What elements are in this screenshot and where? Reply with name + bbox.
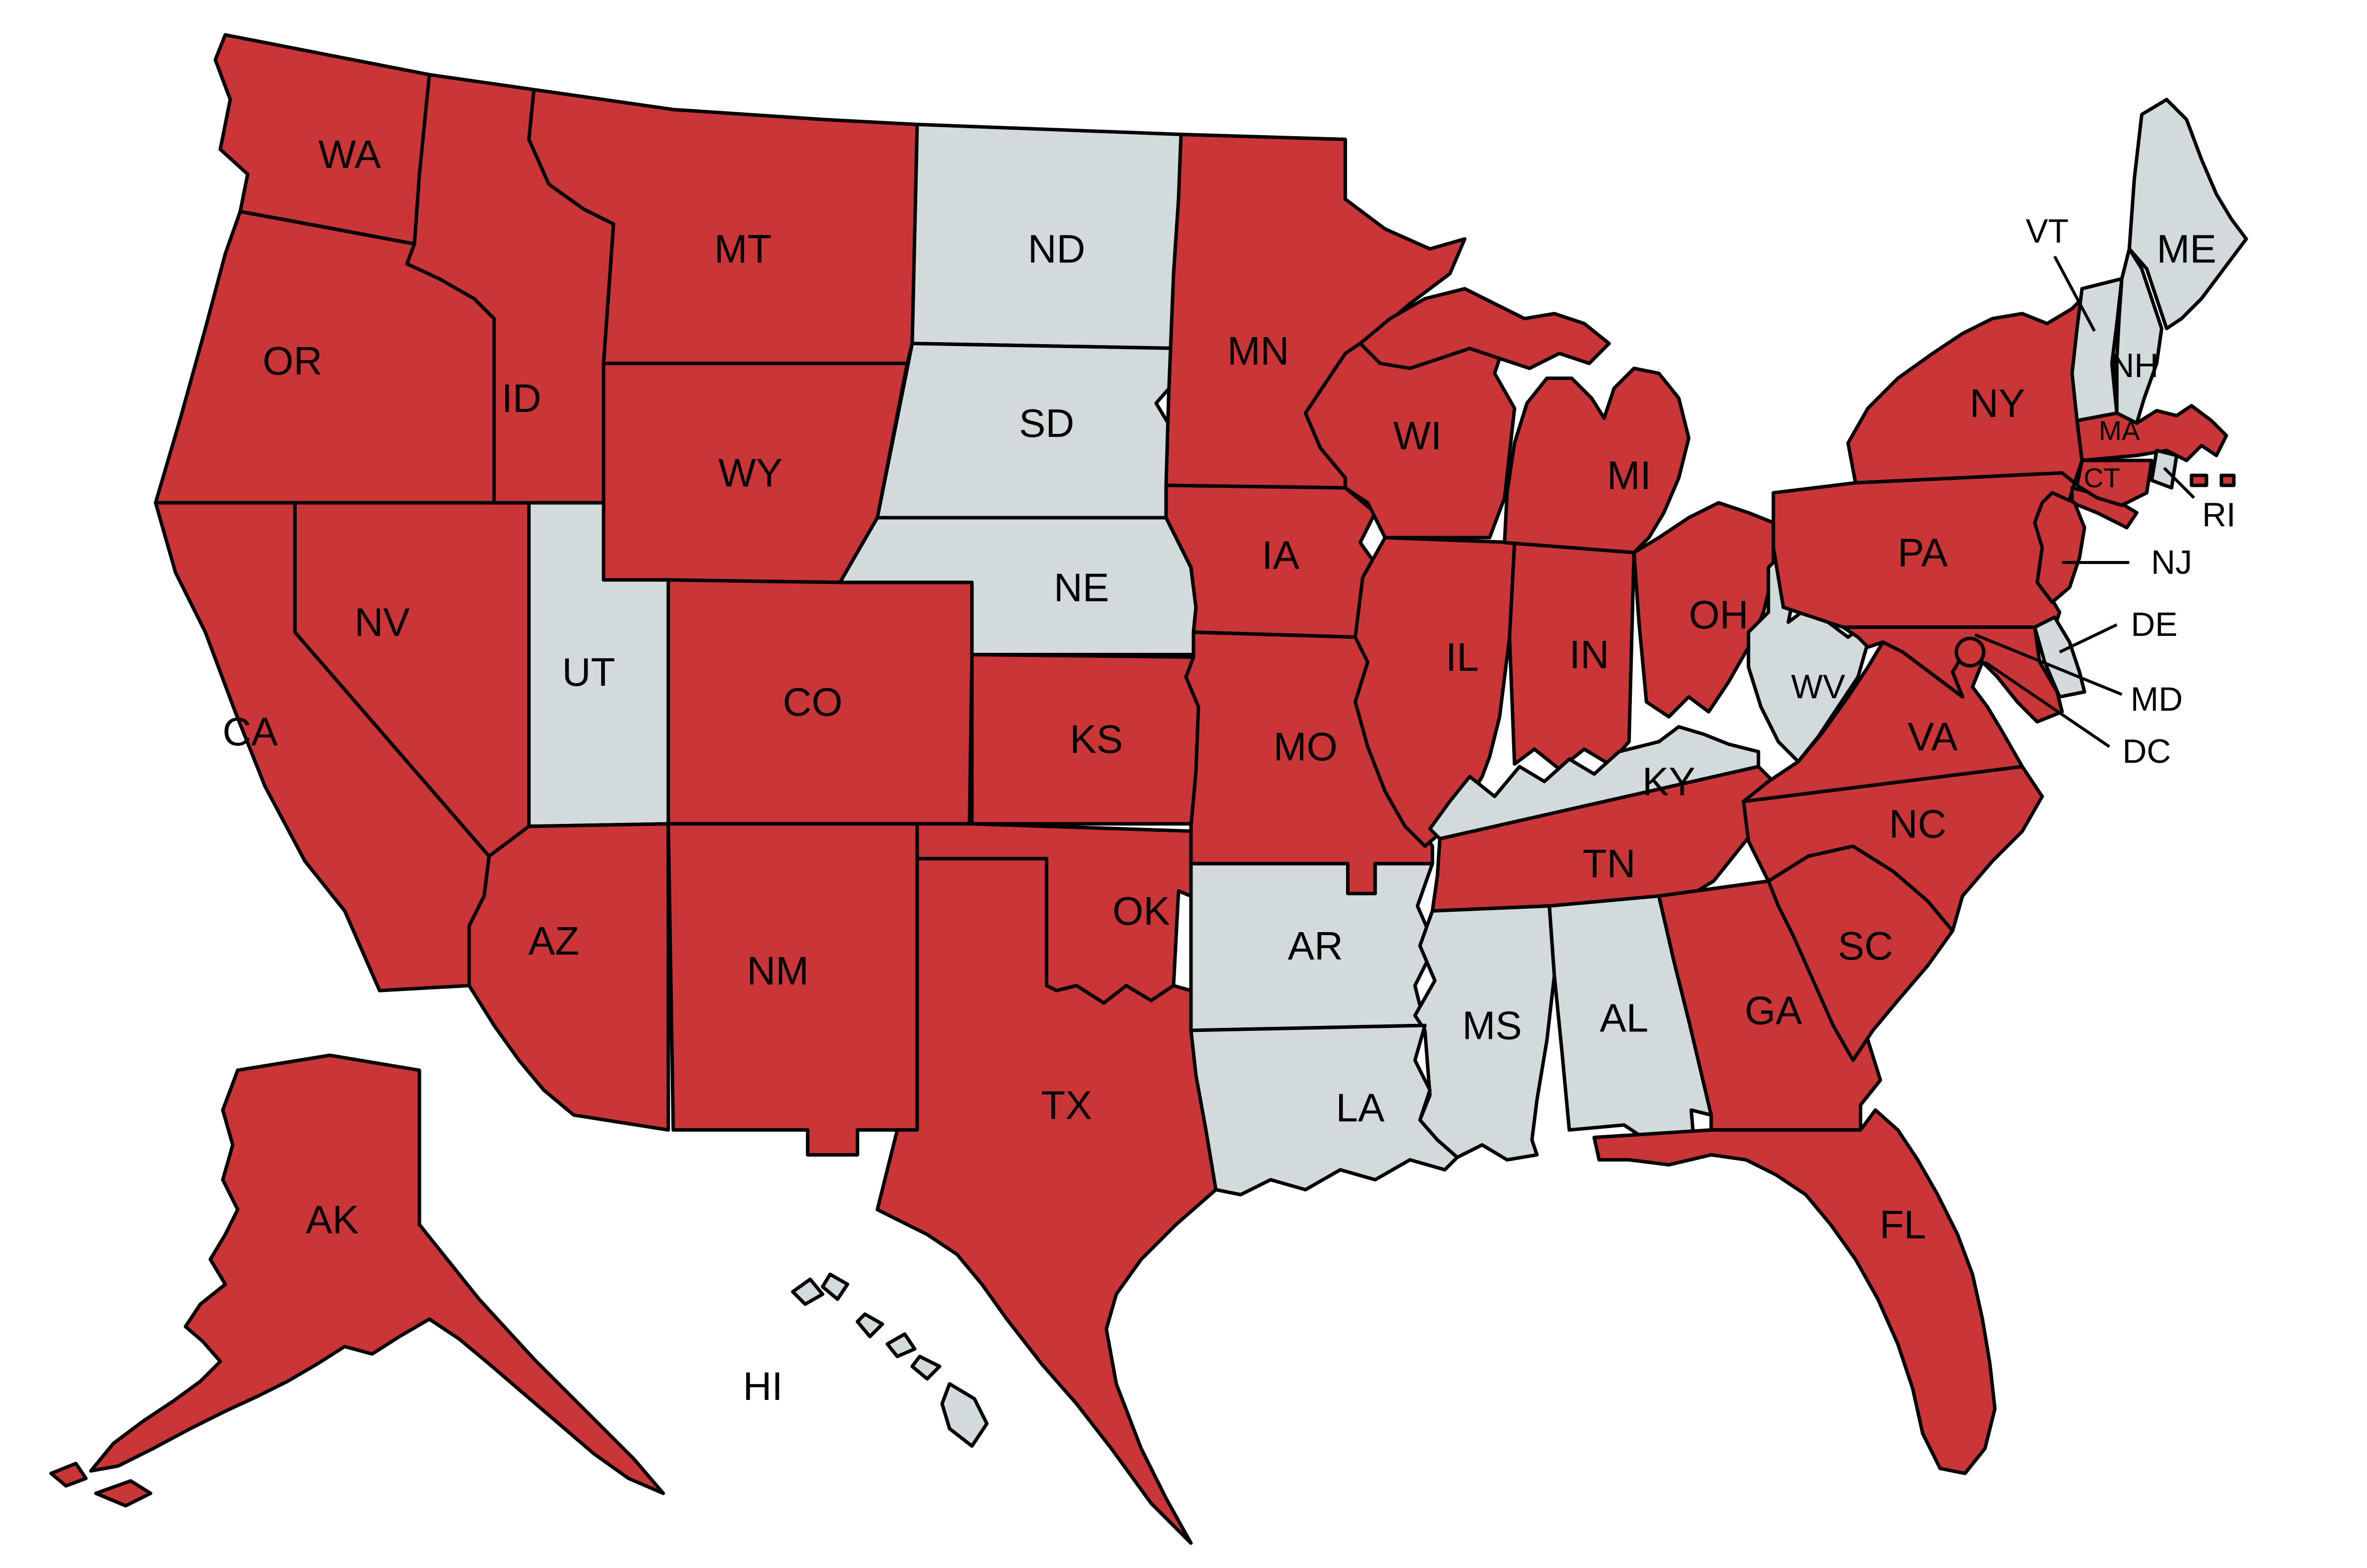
label-mt: MT	[714, 227, 772, 271]
label-nc: NC	[1889, 801, 1947, 846]
state-nj	[2033, 491, 2087, 604]
label-co: CO	[783, 680, 843, 724]
state-tn	[1430, 765, 1775, 913]
ri-leader-line	[2163, 467, 2195, 499]
label-ga: GA	[1745, 988, 1802, 1033]
label-sd: SD	[1019, 401, 1074, 445]
state-ms	[1413, 904, 1557, 1162]
label-ct: CT	[2084, 462, 2120, 493]
state-ak	[49, 1053, 665, 1508]
label-mo: MO	[1273, 725, 1338, 769]
label-ks: KS	[1070, 717, 1123, 762]
label-mn: MN	[1227, 329, 1289, 373]
label-ne: NE	[1054, 565, 1109, 609]
label-tn: TN	[1582, 841, 1635, 886]
label-me: ME	[2157, 227, 2216, 271]
label-tx: TX	[1041, 1083, 1092, 1127]
state-az	[467, 822, 670, 1132]
label-fl: FL	[1880, 1202, 1926, 1247]
label-ok: OK	[1112, 889, 1170, 933]
label-de: DE	[2131, 606, 2177, 643]
label-nh: NH	[2110, 347, 2159, 385]
label-wi: WI	[1393, 413, 1442, 458]
label-ny: NY	[1970, 381, 2025, 425]
label-hi: HI	[743, 1364, 783, 1408]
state-de	[2033, 615, 2087, 699]
label-az: AZ	[528, 919, 579, 963]
state-ma	[2075, 403, 2236, 487]
label-ut: UT	[562, 650, 615, 694]
label-pa: PA	[1898, 530, 1948, 575]
label-md: MD	[2131, 681, 2183, 718]
de-leader-line	[2059, 623, 2118, 654]
label-or: OR	[263, 339, 323, 383]
label-il: IL	[1446, 635, 1479, 679]
label-nj: NJ	[2151, 544, 2192, 581]
label-ms: MS	[1462, 1003, 1522, 1048]
state-ct	[2075, 458, 2154, 507]
label-id: ID	[502, 376, 542, 420]
vt-leader-line	[2053, 255, 2096, 332]
label-wv: WV	[1791, 668, 1845, 706]
label-dc: DC	[2123, 733, 2171, 771]
label-nv: NV	[355, 600, 410, 644]
label-oh: OH	[1689, 592, 1749, 637]
md-leader-line	[1974, 633, 2123, 696]
state-labels: WA OR CA NV ID MT WY UT CO AZ NM ND SD N…	[222, 132, 2236, 1408]
state-fl	[1592, 1108, 1997, 1475]
state-nh	[2115, 247, 2164, 425]
label-la: LA	[1336, 1085, 1384, 1130]
dc-marker	[1955, 636, 1985, 668]
state-il	[1353, 536, 1517, 848]
dc-leader-line	[1984, 660, 2111, 748]
state-hi	[791, 1272, 989, 1448]
label-ri: RI	[2202, 497, 2235, 534]
label-nm: NM	[747, 949, 808, 993]
state-mi	[1358, 287, 1691, 555]
label-ia: IA	[1262, 533, 1300, 577]
label-in: IN	[1570, 632, 1609, 677]
label-sc: SC	[1838, 924, 1893, 968]
state-nc	[1742, 765, 2044, 933]
state-me	[2127, 98, 2248, 331]
label-ca: CA	[222, 710, 278, 754]
label-wa: WA	[318, 132, 381, 177]
label-vt: VT	[2026, 213, 2069, 250]
label-wy: WY	[718, 451, 783, 495]
label-ar: AR	[1288, 924, 1343, 968]
label-ma: MA	[2099, 415, 2140, 446]
label-al: AL	[1599, 996, 1648, 1040]
label-ak: AK	[306, 1197, 359, 1242]
label-nd: ND	[1028, 227, 1085, 271]
leader-lines	[1955, 255, 2195, 748]
label-va: VA	[1908, 715, 1958, 759]
state-la	[1189, 1023, 1459, 1196]
label-ky: KY	[1642, 760, 1695, 804]
state-ky	[1428, 725, 1761, 841]
label-mi: MI	[1607, 453, 1651, 498]
state-tx	[875, 857, 1218, 1545]
states	[49, 33, 2248, 1545]
